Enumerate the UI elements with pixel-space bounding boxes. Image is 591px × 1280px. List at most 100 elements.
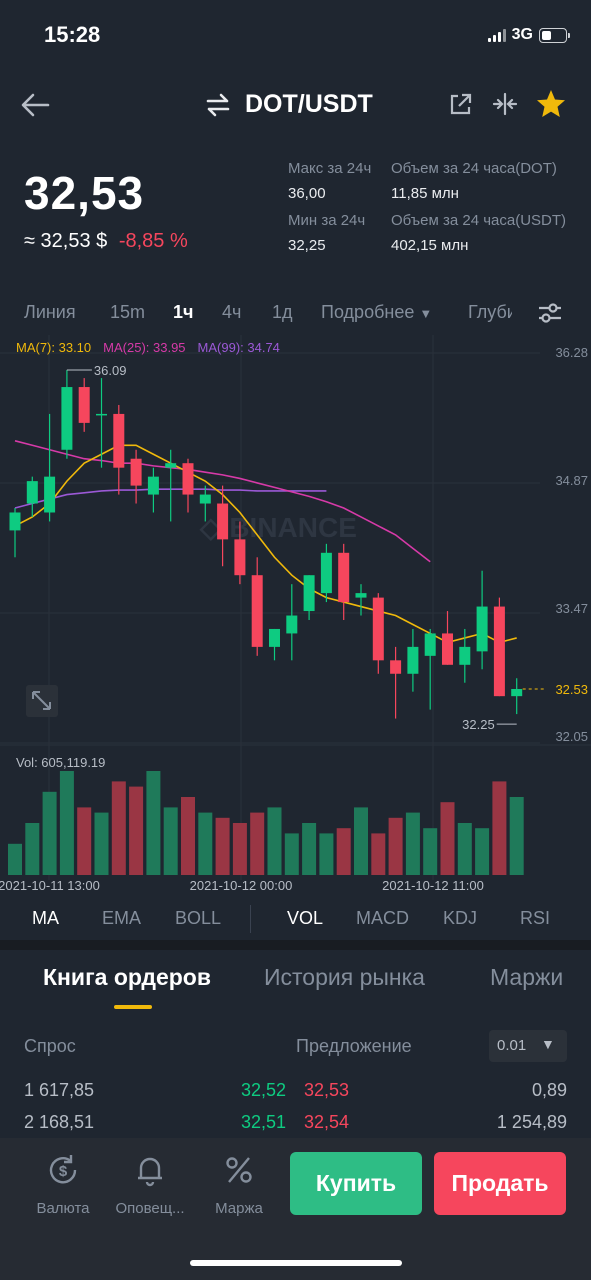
top-bar: DOT/USDT xyxy=(0,80,591,130)
tab-depth[interactable]: Глуби xyxy=(468,302,512,322)
tab-1d[interactable]: 1д xyxy=(272,302,293,322)
candle-body xyxy=(26,481,38,504)
network-type: 3G xyxy=(511,26,533,43)
volume-bar xyxy=(198,812,213,875)
tab-vol[interactable]: VOL xyxy=(287,908,324,928)
volume-bar xyxy=(25,823,40,875)
caret-down-icon: ▼ xyxy=(541,1036,555,1052)
candle-body xyxy=(459,646,471,665)
pair-title: DOT/USDT xyxy=(245,90,373,118)
tab-order-book[interactable]: Книга ордеров xyxy=(43,964,211,990)
candle-body xyxy=(476,606,488,652)
svg-text:$: $ xyxy=(59,1163,68,1180)
price-subline: ≈ 32,53 $ -8,85 % xyxy=(24,230,188,253)
buy-button[interactable]: Купить xyxy=(290,1152,422,1215)
candle-body xyxy=(113,413,125,468)
favorite-star-icon[interactable] xyxy=(535,88,567,120)
time-axis-label: 2021-10-12 11:00 xyxy=(382,878,484,893)
price-axis-label: 36.28 xyxy=(555,345,588,360)
tab-margin[interactable]: Маржи xyxy=(490,964,564,990)
tab-macd[interactable]: MACD xyxy=(356,908,409,928)
indicator-divider xyxy=(250,905,251,933)
tab-line[interactable]: Линия xyxy=(24,302,76,322)
ma99-legend: MA(99): 34.74 xyxy=(197,340,280,355)
precision-dropdown[interactable]: 0.01 ▼ xyxy=(489,1030,567,1062)
time-axis-label: 2021-10-12 00:00 xyxy=(190,878,293,893)
battery-icon xyxy=(539,27,570,43)
home-indicator xyxy=(190,1260,402,1266)
volume-bar xyxy=(163,807,178,875)
tab-ma[interactable]: MA xyxy=(32,908,59,928)
tab-market-history[interactable]: История рынка xyxy=(264,964,425,990)
high-label: 36.09 xyxy=(94,363,127,378)
interval-tabs: Линия 15m 1ч 4ч 1д Подробнее ▼ Глуби xyxy=(0,300,591,330)
signal-icon xyxy=(487,28,506,42)
tab-boll[interactable]: BOLL xyxy=(175,908,222,928)
volume-bar xyxy=(94,812,109,875)
volume-bar xyxy=(336,828,351,875)
volume-bar xyxy=(146,771,161,875)
volume-bar xyxy=(111,781,126,875)
tab-kdj[interactable]: KDJ xyxy=(443,908,478,928)
pair-selector[interactable]: DOT/USDT xyxy=(205,90,373,119)
bid-label: Спрос xyxy=(24,1036,76,1056)
price-axis-label: 33.47 xyxy=(555,601,588,616)
share-icon[interactable] xyxy=(447,90,475,118)
precision-value: 0.01 xyxy=(497,1037,527,1054)
tab-more[interactable]: Подробнее ▼ xyxy=(321,302,433,322)
bell-icon xyxy=(138,1157,162,1187)
active-tab-underline xyxy=(114,1005,152,1009)
candle-body xyxy=(407,646,419,674)
candlestick-chart[interactable]: ◇ BINANCE36.2834.8733.4732.0536.0932.253… xyxy=(0,335,591,895)
back-arrow-icon[interactable] xyxy=(18,88,52,122)
volume-bar xyxy=(77,807,92,875)
candle-body xyxy=(355,593,367,598)
nav-currency[interactable]: $ Валюта xyxy=(23,1152,103,1217)
sell-button[interactable]: Продать xyxy=(434,1152,566,1215)
low-label: 32.25 xyxy=(462,717,495,732)
last-price-tag: 32.53 xyxy=(555,682,588,697)
stat-vol-dot: Объем за 24 часа(DOT) 11,85 млн xyxy=(391,160,557,202)
volume-bar xyxy=(42,791,57,875)
candle-body xyxy=(78,387,90,423)
candle-body xyxy=(96,413,107,416)
candle-body xyxy=(372,597,384,661)
volume-bar xyxy=(440,802,455,875)
candle-body xyxy=(511,688,523,697)
chart-settings-icon[interactable] xyxy=(536,300,564,326)
tab-1h[interactable]: 1ч xyxy=(173,302,194,322)
volume-bar xyxy=(302,823,317,875)
fullscreen-arrows xyxy=(32,691,51,710)
candle-body xyxy=(442,633,453,665)
tab-rsi[interactable]: RSI xyxy=(520,908,551,928)
candle-body xyxy=(338,552,350,603)
ma25-line xyxy=(14,440,431,563)
stat-high: Макс за 24ч 36,00 xyxy=(288,160,372,202)
volume-bar xyxy=(509,797,524,875)
nav-alerts[interactable]: Оповещ... xyxy=(110,1152,190,1217)
volume-bar xyxy=(492,781,507,875)
volume-bar xyxy=(250,812,265,875)
nav-margin[interactable]: Маржа xyxy=(199,1152,279,1217)
candle-body xyxy=(165,463,177,468)
compare-icon[interactable] xyxy=(491,90,519,118)
tab-15m[interactable]: 15m xyxy=(110,302,146,322)
tab-ema[interactable]: EMA xyxy=(102,908,142,928)
volume-bar xyxy=(232,823,247,875)
currency-exchange-icon: $ xyxy=(49,1155,77,1184)
volume-bar xyxy=(354,807,368,875)
stat-low: Мин за 24ч 32,25 xyxy=(288,212,366,254)
tab-4h[interactable]: 4ч xyxy=(222,302,242,322)
candle-body xyxy=(61,387,73,450)
price-chart[interactable]: ◇ BINANCE 36.28 34.87 33.47 32.05 36.09 32.25 3… xyxy=(0,335,591,895)
last-price: 32,53 xyxy=(24,167,145,219)
volume-bar xyxy=(423,828,438,875)
candle-body xyxy=(320,552,332,594)
price-change: -8,85 % xyxy=(118,230,188,252)
ma25-legend: MA(25): 33.95 xyxy=(103,340,186,355)
percent-icon xyxy=(226,1157,252,1183)
volume-bar xyxy=(215,817,230,875)
volume-bar xyxy=(59,771,74,875)
volume-bar xyxy=(319,833,334,875)
candle-body xyxy=(251,575,263,647)
